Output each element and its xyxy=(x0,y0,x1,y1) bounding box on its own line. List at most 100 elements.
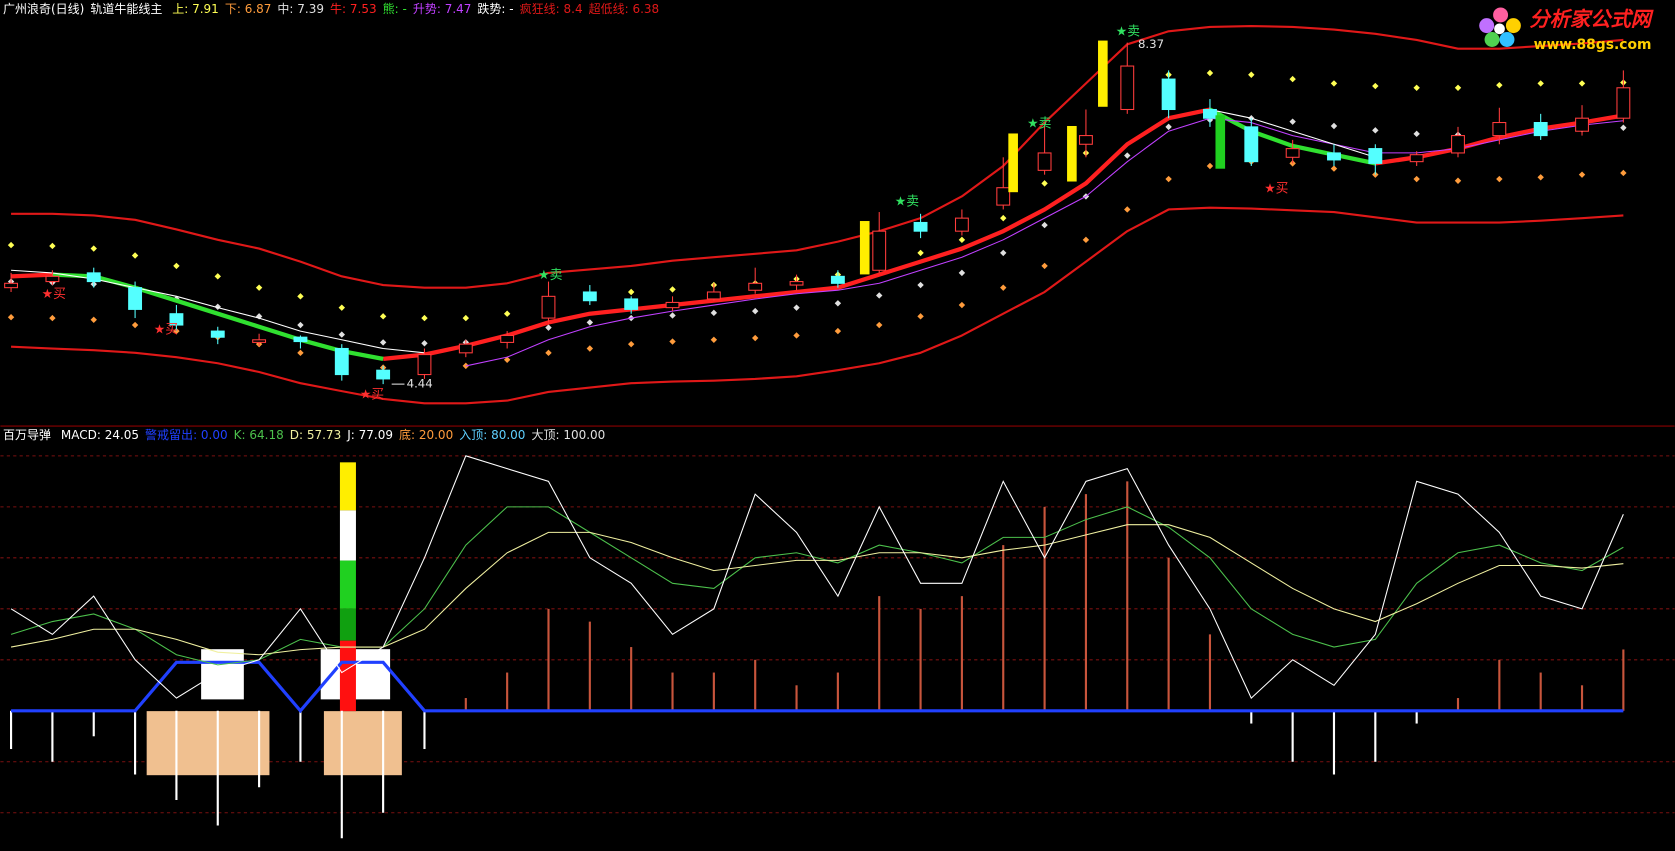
chart-subtitle: 轨道牛能线主 xyxy=(90,2,163,16)
dot-marker xyxy=(49,242,56,250)
legend-name: 牛 xyxy=(330,2,350,16)
dot-marker xyxy=(1000,249,1007,257)
signal-bar xyxy=(1067,125,1077,182)
dot-marker xyxy=(338,304,345,311)
dot-marker xyxy=(545,324,552,331)
dot-marker xyxy=(1041,180,1048,187)
dot-marker xyxy=(1165,123,1172,131)
legend-value: 7.91 xyxy=(192,2,219,16)
dot-marker xyxy=(1330,80,1338,87)
dot-marker xyxy=(1165,175,1172,183)
dot-marker xyxy=(958,269,966,277)
legend-item: 入顶80.00 xyxy=(459,428,525,442)
dot-marker xyxy=(627,288,635,296)
legend-item: 牛7.53 xyxy=(330,2,377,16)
legend-value: 24.05 xyxy=(104,428,140,442)
candle-body xyxy=(1203,108,1217,119)
logo: 分析家公式网 www.88gs.com xyxy=(1479,7,1654,53)
dot-marker xyxy=(751,307,759,315)
candle-body xyxy=(458,343,473,354)
legend-item: 中7.39 xyxy=(277,2,324,16)
legend-value: 77.09 xyxy=(358,428,393,442)
legend-value: 8.4 xyxy=(563,2,583,16)
dot-marker xyxy=(379,339,387,346)
legend-item: K64.18 xyxy=(234,428,284,442)
buy-signal: ★买 xyxy=(154,322,178,337)
legend-item: MACD24.05 xyxy=(61,428,139,442)
candle-body xyxy=(624,298,639,310)
indicator-line xyxy=(10,455,1624,699)
dot-marker xyxy=(917,281,924,289)
dot-marker xyxy=(876,292,883,299)
legend-value: 80.00 xyxy=(491,428,526,442)
dot-marker xyxy=(1413,175,1420,183)
dot-marker xyxy=(1124,152,1131,159)
legend-item: 警戒留出0.00 xyxy=(145,428,228,442)
dot-marker xyxy=(421,340,428,347)
dot-marker xyxy=(1496,175,1503,183)
candle-body xyxy=(541,295,556,319)
candle-body xyxy=(1575,117,1589,132)
legend-name: K xyxy=(234,428,250,442)
legend-item: 超低线6.38 xyxy=(589,2,660,16)
signal-box xyxy=(201,649,244,700)
legend-value: 57.73 xyxy=(306,428,342,442)
legend-value: 7.39 xyxy=(297,2,324,16)
legend-value: 0.00 xyxy=(200,428,228,442)
logo-url: www.88gs.com xyxy=(1534,37,1652,53)
candle-body xyxy=(1492,122,1507,137)
candle-body xyxy=(417,354,432,376)
dot-marker xyxy=(1330,165,1338,172)
legend-name: 下 xyxy=(225,2,245,16)
dot-marker xyxy=(1578,80,1586,87)
candle-body xyxy=(293,336,308,343)
candle-body xyxy=(1244,126,1259,163)
candle-body xyxy=(748,282,763,291)
legend-name: 超低线 xyxy=(589,2,633,16)
signal-column xyxy=(339,510,356,561)
candle-body xyxy=(872,230,887,271)
legend-value: 7.47 xyxy=(444,2,472,16)
legend-item: J77.09 xyxy=(347,428,393,442)
signal-bar xyxy=(1008,133,1018,193)
dot-marker xyxy=(834,300,842,307)
series-line xyxy=(465,117,1624,367)
legend-item: 上7.91 xyxy=(172,2,219,16)
dot-marker xyxy=(173,262,180,270)
signal-column xyxy=(339,640,356,712)
signal-bar xyxy=(1215,115,1226,169)
logo-title: 分析家公式网 xyxy=(1529,7,1653,31)
dot-marker xyxy=(1413,130,1420,138)
candle-body xyxy=(1451,135,1465,154)
dot-marker xyxy=(1124,206,1131,213)
dot-marker xyxy=(1000,284,1007,291)
candle-body xyxy=(210,330,225,338)
signal-column xyxy=(339,560,356,609)
logo-petal xyxy=(1499,32,1515,47)
dot-marker xyxy=(1041,221,1048,229)
logo-petal xyxy=(1505,18,1521,34)
signal-bar xyxy=(1098,40,1108,107)
price-header: 广州浪奇(日线)轨道牛能线主 上7.91下6.87中7.39牛7.53熊-升势7… xyxy=(3,1,665,17)
legend-name: 跌势 xyxy=(477,2,509,16)
dot-marker xyxy=(1454,177,1462,184)
candle-body xyxy=(376,369,391,380)
legend-name: 底 xyxy=(399,428,419,442)
dot-marker xyxy=(917,313,924,320)
candle-body xyxy=(1533,122,1548,137)
legend-name: 升势 xyxy=(413,2,445,16)
candle-body xyxy=(86,272,101,283)
dot-marker xyxy=(876,321,883,329)
dot-marker xyxy=(1289,118,1296,125)
signal-box xyxy=(323,711,402,776)
candle-body xyxy=(1078,135,1093,145)
legend-value: 7.53 xyxy=(349,2,377,16)
legend-value: - xyxy=(509,2,514,16)
dot-marker xyxy=(545,349,552,357)
dot-marker xyxy=(1289,75,1296,83)
dot-marker xyxy=(297,293,304,300)
signal-box xyxy=(146,711,270,776)
legend-item: 底20.00 xyxy=(399,428,453,442)
candle-body xyxy=(996,187,1011,206)
dot-marker xyxy=(1454,84,1462,91)
